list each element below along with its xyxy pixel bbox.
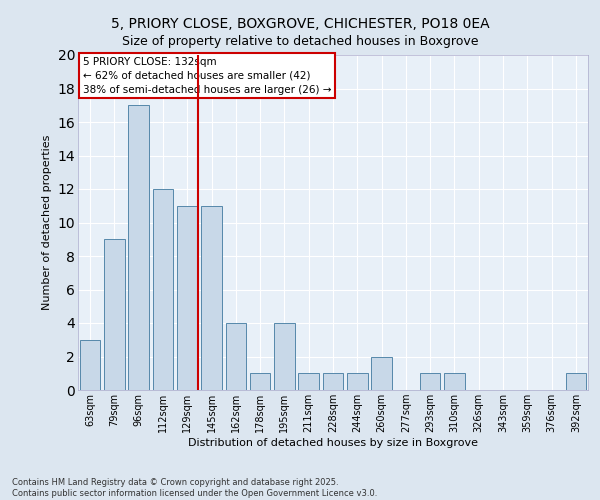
Y-axis label: Number of detached properties: Number of detached properties — [42, 135, 52, 310]
Bar — [80, 340, 100, 390]
Bar — [298, 373, 319, 390]
Bar — [152, 189, 173, 390]
Bar — [371, 356, 392, 390]
Text: Contains HM Land Registry data © Crown copyright and database right 2025.
Contai: Contains HM Land Registry data © Crown c… — [12, 478, 377, 498]
Text: 5 PRIORY CLOSE: 132sqm
← 62% of detached houses are smaller (42)
38% of semi-det: 5 PRIORY CLOSE: 132sqm ← 62% of detached… — [83, 56, 332, 94]
Bar — [177, 206, 197, 390]
Text: Size of property relative to detached houses in Boxgrove: Size of property relative to detached ho… — [122, 35, 478, 48]
Bar — [444, 373, 465, 390]
Bar — [274, 323, 295, 390]
Text: 5, PRIORY CLOSE, BOXGROVE, CHICHESTER, PO18 0EA: 5, PRIORY CLOSE, BOXGROVE, CHICHESTER, P… — [110, 18, 490, 32]
Bar — [323, 373, 343, 390]
Bar — [128, 106, 149, 390]
Bar — [104, 240, 125, 390]
Bar — [347, 373, 368, 390]
X-axis label: Distribution of detached houses by size in Boxgrove: Distribution of detached houses by size … — [188, 438, 478, 448]
Bar — [420, 373, 440, 390]
Bar — [566, 373, 586, 390]
Bar — [250, 373, 271, 390]
Bar — [226, 323, 246, 390]
Bar — [201, 206, 222, 390]
